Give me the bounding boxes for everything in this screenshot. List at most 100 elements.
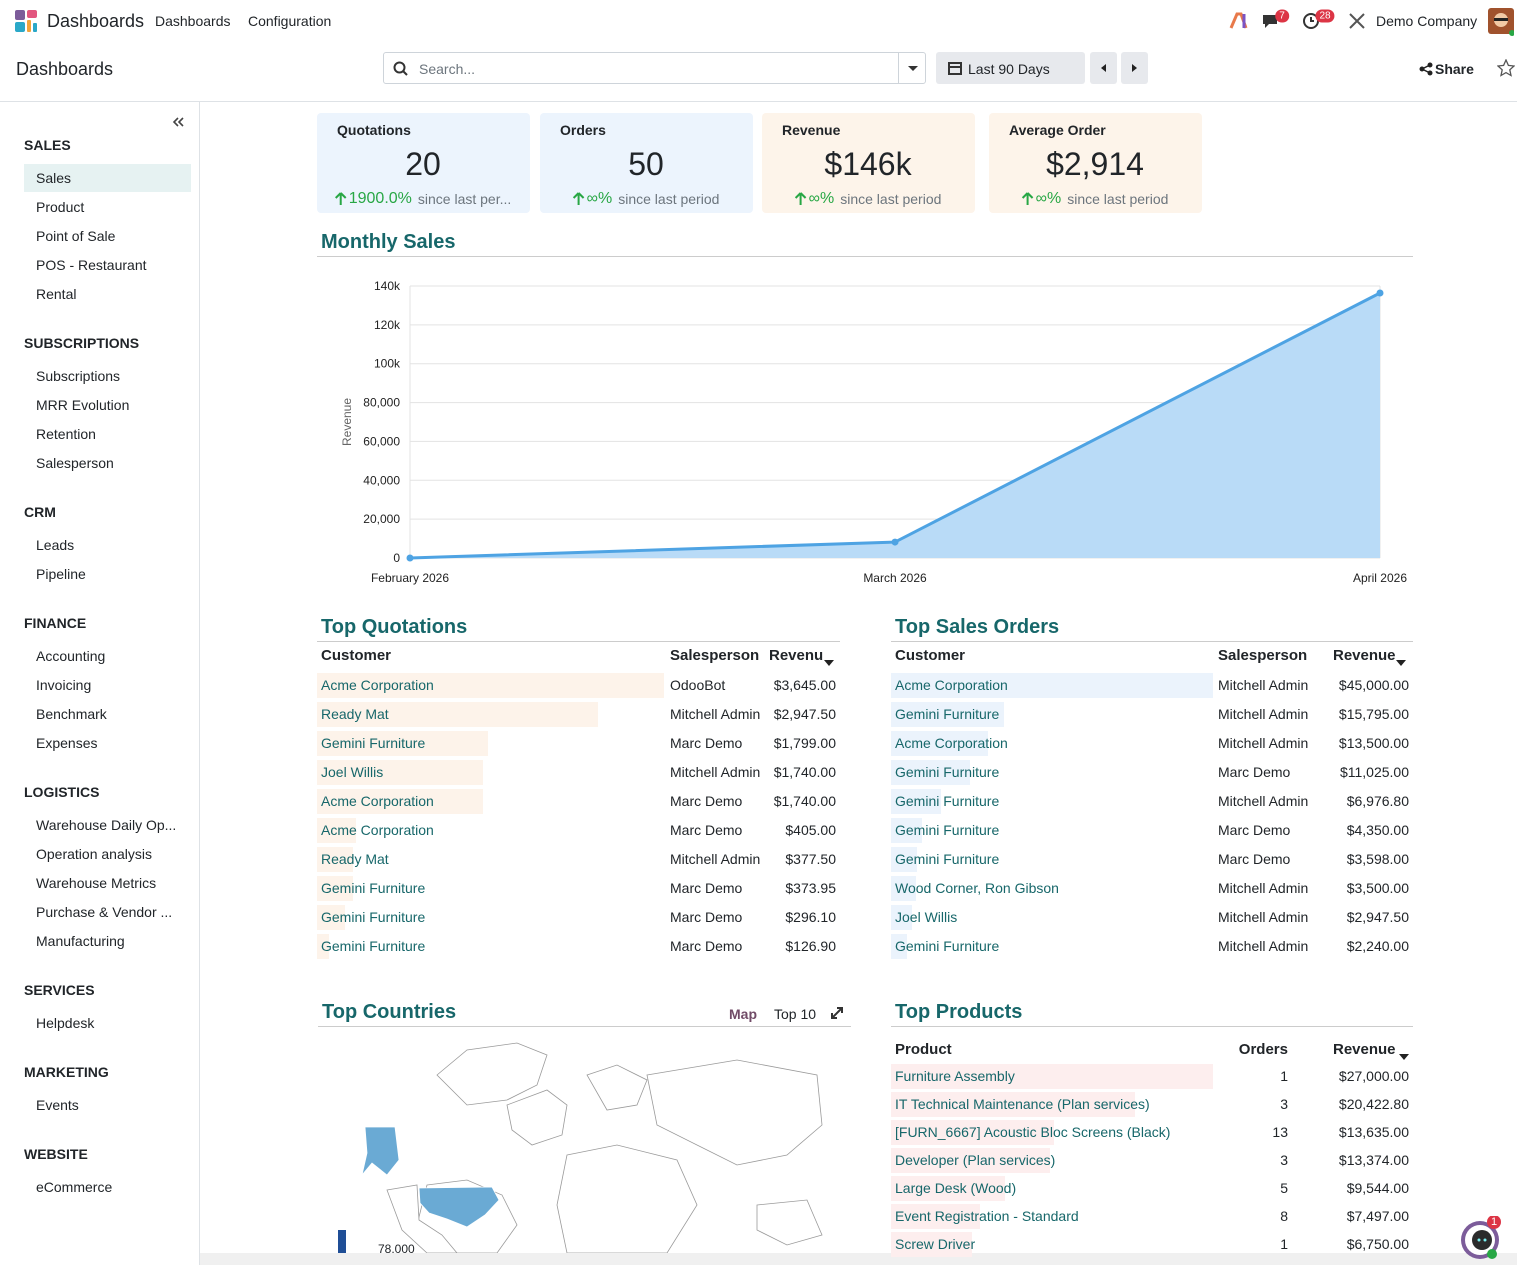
row-name[interactable]: Gemini Furniture — [895, 851, 1000, 867]
row-salesperson: Mitchell Admin — [1218, 938, 1309, 954]
row-name[interactable]: Joel Willis — [321, 764, 384, 780]
row-salesperson: Marc Demo — [670, 822, 743, 838]
kpi-label: Quotations — [337, 122, 411, 138]
top-mode[interactable]: Top 10 — [774, 1006, 817, 1022]
favorite-star[interactable] — [1497, 59, 1515, 77]
menu-item[interactable]: Dashboards — [155, 13, 231, 29]
row-name[interactable]: Acme Corporation — [895, 735, 1008, 751]
row-name[interactable]: Event Registration - Standard — [895, 1208, 1079, 1224]
row-name[interactable]: Screw Driver — [895, 1236, 976, 1252]
messages-icon[interactable] — [1261, 12, 1281, 30]
row-name[interactable]: Ready Mat — [321, 706, 389, 722]
sidebar-item[interactable]: Leads — [36, 537, 75, 553]
sort-caret[interactable] — [1396, 653, 1406, 669]
row-name[interactable]: Wood Corner, Ron Gibson — [895, 880, 1059, 896]
sidebar-item[interactable]: Warehouse Metrics — [36, 875, 157, 891]
row-value: $2,947.50 — [773, 706, 836, 722]
sort-caret[interactable] — [824, 653, 834, 669]
sidebar-item[interactable]: eCommerce — [36, 1179, 113, 1195]
search-toggle[interactable] — [907, 65, 919, 73]
sidebar-item[interactable]: MRR Evolution — [36, 397, 130, 413]
row-name[interactable]: Furniture Assembly — [895, 1068, 1015, 1084]
section-title: Top Quotations — [321, 616, 468, 638]
sidebar-item[interactable]: Operation analysis — [36, 846, 152, 862]
sidebar-item[interactable]: Purchase & Vendor ... — [36, 904, 173, 920]
row-name[interactable]: Ready Mat — [321, 851, 389, 867]
sidebar-item[interactable]: Retention — [36, 426, 96, 442]
row-name[interactable]: Large Desk (Wood) — [895, 1180, 1017, 1196]
app-name[interactable]: Dashboards — [47, 11, 145, 31]
share-icon[interactable] — [1419, 62, 1433, 76]
sidebar-item[interactable]: Rental — [36, 286, 77, 302]
column-header: Salesperson — [670, 647, 760, 664]
sidebar-item[interactable]: Expenses — [36, 735, 98, 751]
row-name[interactable]: Developer (Plan services) — [895, 1152, 1056, 1168]
expand-icon[interactable] — [830, 1006, 844, 1020]
avatar[interactable] — [1488, 8, 1514, 36]
row-name[interactable]: Gemini Furniture — [895, 822, 1000, 838]
row-value: $27,000.00 — [1338, 1068, 1409, 1084]
y-tick-label: 40,000 — [363, 473, 400, 487]
share-button[interactable]: Share — [1435, 61, 1474, 77]
y-tick-label: 20,000 — [363, 512, 400, 526]
row-name[interactable]: Gemini Furniture — [321, 735, 426, 751]
collapse-sidebar[interactable] — [171, 115, 185, 129]
sidebar-item[interactable]: Benchmark — [36, 706, 107, 722]
settings-icon[interactable] — [1348, 12, 1366, 30]
row-name[interactable]: Acme Corporation — [895, 677, 1008, 693]
row-name[interactable]: Acme Corporation — [321, 822, 434, 838]
row-name[interactable]: Acme Corporation — [321, 793, 434, 809]
kpi-note: since last period — [840, 191, 942, 207]
sidebar-item[interactable]: Helpdesk — [36, 1015, 95, 1031]
chat-bot[interactable] — [1456, 1216, 1502, 1262]
company-name[interactable]: Demo Company — [1376, 13, 1478, 29]
up-arrow — [794, 192, 807, 205]
sidebar-item[interactable]: Sales — [36, 170, 72, 186]
row-name[interactable]: Gemini Furniture — [321, 880, 426, 896]
sidebar-item[interactable]: Pipeline — [36, 566, 86, 582]
next-period[interactable] — [1121, 52, 1148, 84]
row-bar — [891, 1176, 1005, 1201]
prev-period[interactable] — [1090, 52, 1117, 84]
row-name[interactable]: Gemini Furniture — [895, 793, 1000, 809]
row-name[interactable]: Acme Corporation — [321, 677, 434, 693]
row-name[interactable]: Joel Willis — [895, 909, 958, 925]
sidebar-item[interactable]: Manufacturing — [36, 933, 125, 949]
row-name[interactable]: [FURN_6667] Acoustic Bloc Screens (Black… — [895, 1124, 1171, 1140]
map-mode[interactable]: Map — [729, 1006, 757, 1022]
sidebar-item[interactable]: Subscriptions — [36, 368, 121, 384]
sidebar-item[interactable]: Salesperson — [36, 455, 114, 471]
sidebar-item[interactable]: Point of Sale — [36, 228, 116, 244]
sidebar-item[interactable]: Invoicing — [36, 677, 92, 693]
row-salesperson: Mitchell Admin — [1218, 909, 1309, 925]
x-tick-label: March 2026 — [863, 571, 927, 585]
point — [891, 538, 899, 546]
row-name[interactable]: Gemini Furniture — [895, 706, 1000, 722]
search-placeholder[interactable]: Search... — [419, 61, 476, 77]
row-orders: 1 — [1280, 1068, 1288, 1084]
row-name[interactable]: Gemini Furniture — [895, 764, 1000, 780]
divider — [0, 101, 1517, 102]
menu-item[interactable]: Configuration — [248, 13, 332, 29]
row-value: $3,500.00 — [1346, 880, 1409, 896]
row-name[interactable]: Gemini Furniture — [321, 909, 426, 925]
sidebar-border — [199, 102, 200, 1265]
column-header: Customer — [895, 647, 966, 664]
sort-caret[interactable] — [1399, 1047, 1409, 1063]
row-value: $1,799.00 — [773, 735, 836, 751]
column-header: Orders — [1238, 1041, 1288, 1058]
sidebar-item[interactable]: Events — [36, 1097, 79, 1113]
sidebar-item[interactable]: Warehouse Daily Op... — [36, 817, 177, 833]
sidebar-item[interactable]: Accounting — [36, 648, 106, 664]
search-box[interactable] — [383, 52, 926, 84]
sidebar-item[interactable]: POS - Restaurant — [36, 257, 147, 273]
row-name[interactable]: Gemini Furniture — [321, 938, 426, 954]
row-bar — [891, 731, 988, 756]
row-name[interactable]: Gemini Furniture — [895, 938, 1000, 954]
legend-label: 78.000 — [378, 1242, 415, 1256]
sidebar-item[interactable]: Product — [36, 199, 85, 215]
row-name[interactable]: IT Technical Maintenance (Plan services) — [895, 1096, 1150, 1112]
ai-icon[interactable] — [1229, 12, 1249, 30]
period-label[interactable]: Last 90 Days — [968, 61, 1050, 77]
